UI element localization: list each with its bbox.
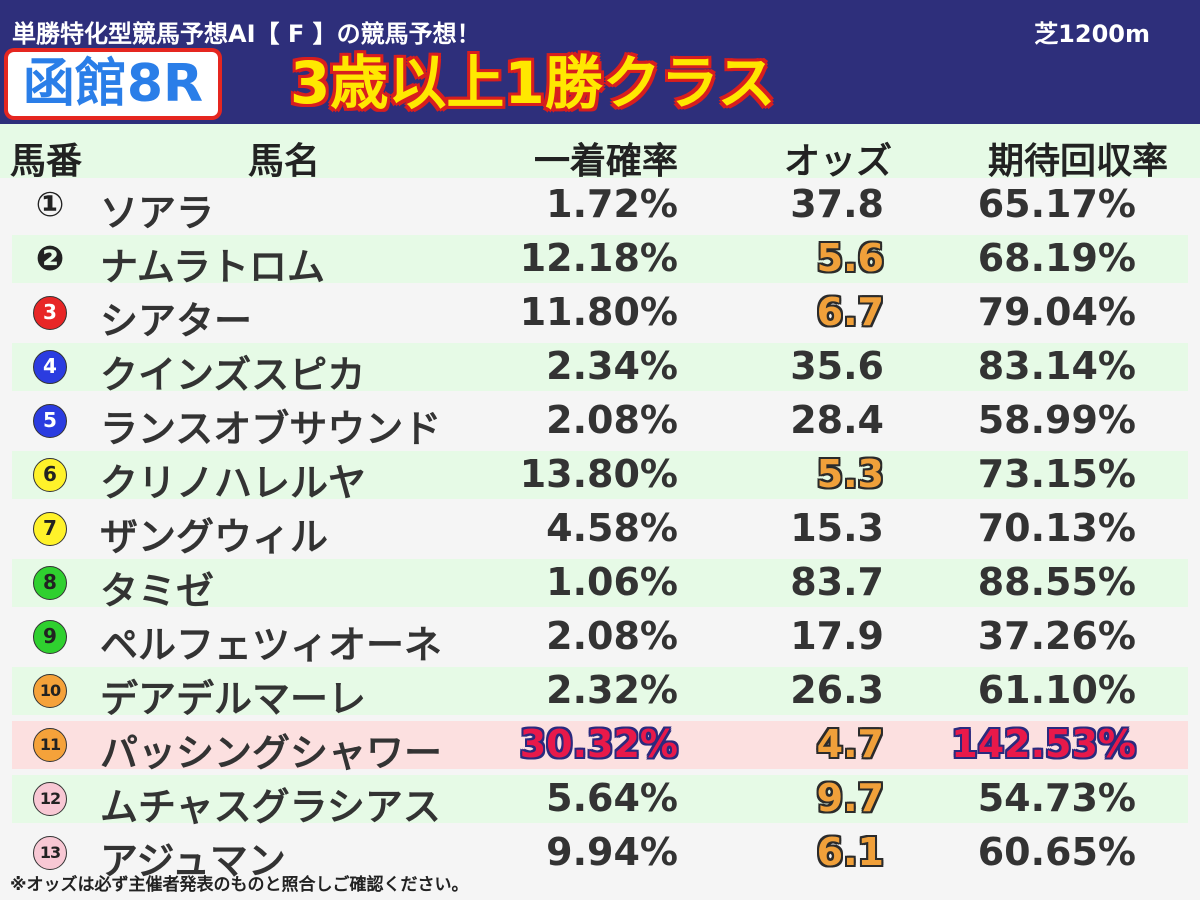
odds-value: 15.3	[790, 506, 884, 550]
expected-return: 70.13%	[977, 506, 1136, 550]
horse-name: デアデルマーレ	[100, 677, 367, 721]
table-row: 5 ランスオブサウンド 2.08% 28.4 58.99%	[0, 394, 1200, 451]
horse-number-badge: ❷	[35, 239, 65, 279]
horse-number-badge: 3	[33, 296, 67, 330]
horse-name: クインズスピカ	[100, 353, 366, 397]
win-probability: 4.58%	[546, 506, 678, 550]
odds-value: 83.7	[790, 560, 884, 604]
win-probability: 9.94%	[546, 830, 678, 874]
column-header-name: 馬名	[248, 141, 321, 182]
horse-number-badge: 9	[33, 620, 67, 654]
table-row: 13 アジュマン 9.94% 6.1 60.65%	[0, 826, 1200, 883]
horse-number-badge: ①	[35, 185, 65, 225]
odds-value: 17.9	[790, 614, 884, 658]
expected-return: 58.99%	[977, 398, 1136, 442]
expected-return: 60.65%	[977, 830, 1136, 874]
expected-return: 54.73%	[977, 776, 1136, 820]
win-probability: 2.08%	[546, 614, 678, 658]
horse-name: シアター	[100, 299, 253, 343]
race-class-title: 3歳以上1勝クラス	[290, 49, 776, 117]
expected-return: 83.14%	[977, 344, 1136, 388]
table-row: 3 シアター 11.80% 6.7 79.04%	[0, 286, 1200, 343]
row-band	[12, 559, 1188, 607]
row-band	[12, 667, 1188, 715]
odds-value: 28.4	[790, 398, 884, 442]
table-row: ① ソアラ 1.72% 37.8 65.17%	[0, 178, 1200, 235]
header-bar: 単勝特化型競馬予想AI【 F 】の競馬予想！ 芝1200m 函館8R 3歳以上1…	[0, 0, 1200, 124]
horse-name: ムチャスグラシアス	[100, 785, 441, 829]
column-header-number: 馬番	[10, 141, 83, 182]
horse-number-badge: 11	[33, 728, 67, 762]
horse-number-badge: 7	[33, 512, 67, 546]
expected-return: 79.04%	[977, 290, 1136, 334]
table-row: 12 ムチャスグラシアス 5.64% 9.7 54.73%	[0, 772, 1200, 829]
expected-return: 73.15%	[977, 452, 1136, 496]
horse-number-badge: 5	[33, 404, 67, 438]
expected-return: 88.55%	[977, 560, 1136, 604]
column-header-win-prob: 一着確率	[533, 141, 678, 182]
horse-number-badge: 4	[33, 350, 67, 384]
horse-name: ソアラ	[100, 191, 215, 235]
table-row: 10 デアデルマーレ 2.32% 26.3 61.10%	[0, 664, 1200, 721]
horse-name: アジュマン	[100, 839, 286, 883]
horse-name: ザングウィル	[100, 515, 329, 559]
win-probability: 1.06%	[546, 560, 678, 604]
win-probability: 5.64%	[546, 776, 678, 820]
odds-value: 6.1	[816, 830, 884, 874]
expected-return: 61.10%	[977, 668, 1136, 712]
horse-name: ペルフェツィオーネ	[100, 623, 443, 667]
row-band	[12, 235, 1188, 283]
win-probability: 2.08%	[546, 398, 678, 442]
prediction-table-body: ① ソアラ 1.72% 37.8 65.17% ❷ ナムラトロム 12.18% 5.6 68.19…	[0, 178, 1200, 883]
win-probability: 2.32%	[546, 668, 678, 712]
win-probability: 11.80%	[519, 290, 678, 334]
win-probability: 12.18%	[519, 236, 678, 280]
horse-name: ナムラトロム	[100, 245, 325, 289]
expected-return: 65.17%	[977, 182, 1136, 226]
odds-value: 5.3	[816, 452, 884, 496]
table-row: 8 タミゼ 1.06% 83.7 88.55%	[0, 556, 1200, 613]
horse-name: タミゼ	[100, 569, 215, 613]
odds-value: 6.7	[816, 290, 884, 334]
win-probability: 2.34%	[546, 344, 678, 388]
odds-value: 35.6	[790, 344, 884, 388]
win-probability: 1.72%	[546, 182, 678, 226]
horse-name: クリノハレルヤ	[100, 461, 367, 505]
row-band	[12, 343, 1188, 391]
horse-name: パッシングシャワー	[100, 731, 443, 775]
horse-number-badge: 13	[33, 836, 67, 870]
odds-value: 4.7	[816, 722, 884, 766]
win-probability: 30.32%	[519, 722, 678, 766]
horse-name: ランスオブサウンド	[100, 407, 442, 451]
column-header-odds: オッズ	[783, 141, 892, 182]
horse-number-badge: 12	[33, 782, 67, 816]
horse-number-badge: 8	[33, 566, 67, 600]
odds-value: 26.3	[790, 668, 884, 712]
row-band	[12, 775, 1188, 823]
column-header-expected-return: 期待回収率	[987, 141, 1168, 182]
table-row: 11 パッシングシャワー 30.32% 4.7 142.53%	[0, 718, 1200, 775]
header-subtitle: 単勝特化型競馬予想AI【 F 】の競馬予想！	[12, 20, 481, 48]
row-band	[12, 451, 1188, 499]
expected-return: 142.53%	[951, 722, 1136, 766]
table-row: 9 ペルフェツィオーネ 2.08% 17.9 37.26%	[0, 610, 1200, 667]
table-row: 6 クリノハレルヤ 13.80% 5.3 73.15%	[0, 448, 1200, 505]
table-row: 4 クインズスピカ 2.34% 35.6 83.14%	[0, 340, 1200, 397]
win-probability: 13.80%	[519, 452, 678, 496]
table-header: 馬番 馬名 一着確率 オッズ 期待回収率	[0, 124, 1200, 182]
course-info: 芝1200m	[1034, 20, 1150, 48]
expected-return: 68.19%	[977, 236, 1136, 280]
odds-value: 37.8	[790, 182, 884, 226]
disclaimer-note: ※オッズは必ず主催者発表のものと照合しご確認ください。	[10, 875, 469, 895]
expected-return: 37.26%	[977, 614, 1136, 658]
table-row: 7 ザングウィル 4.58% 15.3 70.13%	[0, 502, 1200, 559]
odds-value: 9.7	[816, 776, 884, 820]
odds-value: 5.6	[816, 236, 884, 280]
horse-number-badge: 6	[33, 458, 67, 492]
table-row: ❷ ナムラトロム 12.18% 5.6 68.19%	[0, 232, 1200, 289]
horse-number-badge: 10	[33, 674, 67, 708]
row-band	[12, 721, 1188, 769]
venue-race-label: 函館8R	[8, 52, 218, 116]
